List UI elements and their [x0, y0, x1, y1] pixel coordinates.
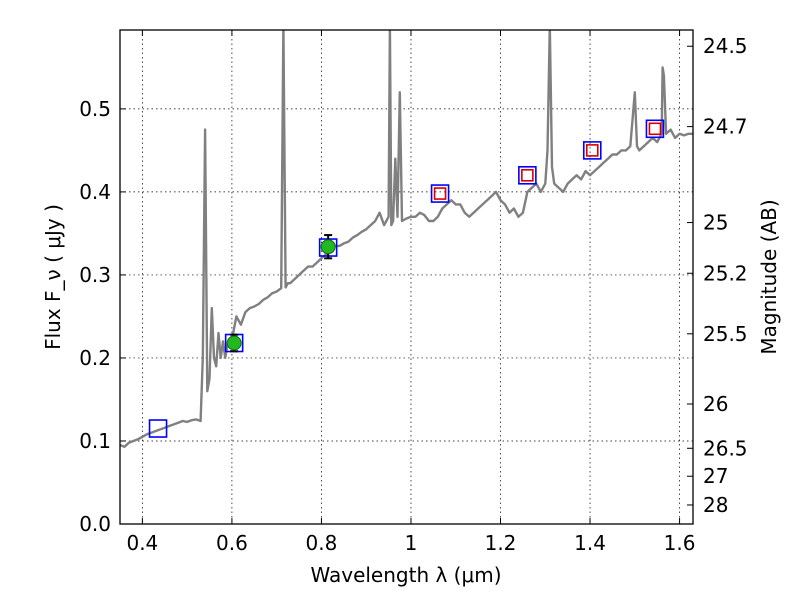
- photometry-markers: [148, 119, 665, 438]
- y-tick-label: 0.3: [79, 263, 111, 287]
- magnitude-axis-ticks: 24.5 24.7 25 25.2 25.5 26 26.5 27 28: [687, 34, 748, 517]
- magnitude-tick-label: 26.5: [703, 436, 748, 460]
- grid-lines: [120, 30, 693, 525]
- x-tick-label: 1.4: [574, 531, 606, 555]
- magnitude-tick-label: 25.2: [703, 261, 748, 285]
- x-tick-label: 0.8: [306, 531, 338, 555]
- spectrum-series: [120, 30, 693, 448]
- observed-photometry-square: [433, 187, 447, 200]
- observed-photometry-square: [521, 168, 534, 182]
- model-photometry-square: [430, 184, 450, 203]
- model-photometry-square: [645, 119, 665, 139]
- magnitude-tick-label: 26: [703, 392, 728, 416]
- magnitude-axis-label: Magnitude (AB): [757, 199, 781, 354]
- y-tick-label: 0.4: [79, 180, 111, 204]
- magnitude-tick-label: 28: [703, 493, 728, 517]
- model-photometry-square: [148, 419, 168, 438]
- detection-point: [320, 239, 336, 255]
- x-tick-label: 1.6: [664, 531, 696, 555]
- magnitude-tick-label: 25.5: [703, 322, 748, 346]
- observed-photometry-square: [585, 144, 599, 157]
- magnitude-tick-label: 24.7: [703, 115, 748, 139]
- detection-point: [226, 335, 242, 351]
- y-tick-label: 0.0: [79, 512, 111, 536]
- y-tick-label: 0.1: [79, 429, 111, 453]
- x-tick-label: 0.6: [216, 531, 248, 555]
- y-tick-label: 0.5: [79, 97, 111, 121]
- magnitude-tick-label: 25: [703, 211, 728, 235]
- y-tick-label: 0.2: [79, 346, 111, 370]
- y-axis-label: Flux F_ν ( μJy ): [41, 204, 65, 350]
- x-tick-label: 0.4: [126, 531, 158, 555]
- x-axis-ticks: 0.4 0.6 0.8 1 1.2 1.4 1.6: [126, 30, 695, 555]
- x-tick-label: 1.2: [485, 531, 517, 555]
- x-tick-label: 1: [405, 531, 418, 555]
- observed-photometry-square: [648, 122, 662, 136]
- model-photometry-square: [582, 141, 602, 160]
- x-axis-label: Wavelength λ (μm): [310, 563, 501, 587]
- magnitude-tick-label: 27: [703, 464, 728, 488]
- magnitude-tick-label: 24.5: [703, 34, 748, 58]
- y-axis-ticks: 0.0 0.1 0.2 0.3 0.4 0.5: [79, 97, 126, 536]
- spectrum-line: [120, 30, 693, 448]
- model-photometry-square: [518, 165, 537, 185]
- plot-frame: [119, 29, 694, 525]
